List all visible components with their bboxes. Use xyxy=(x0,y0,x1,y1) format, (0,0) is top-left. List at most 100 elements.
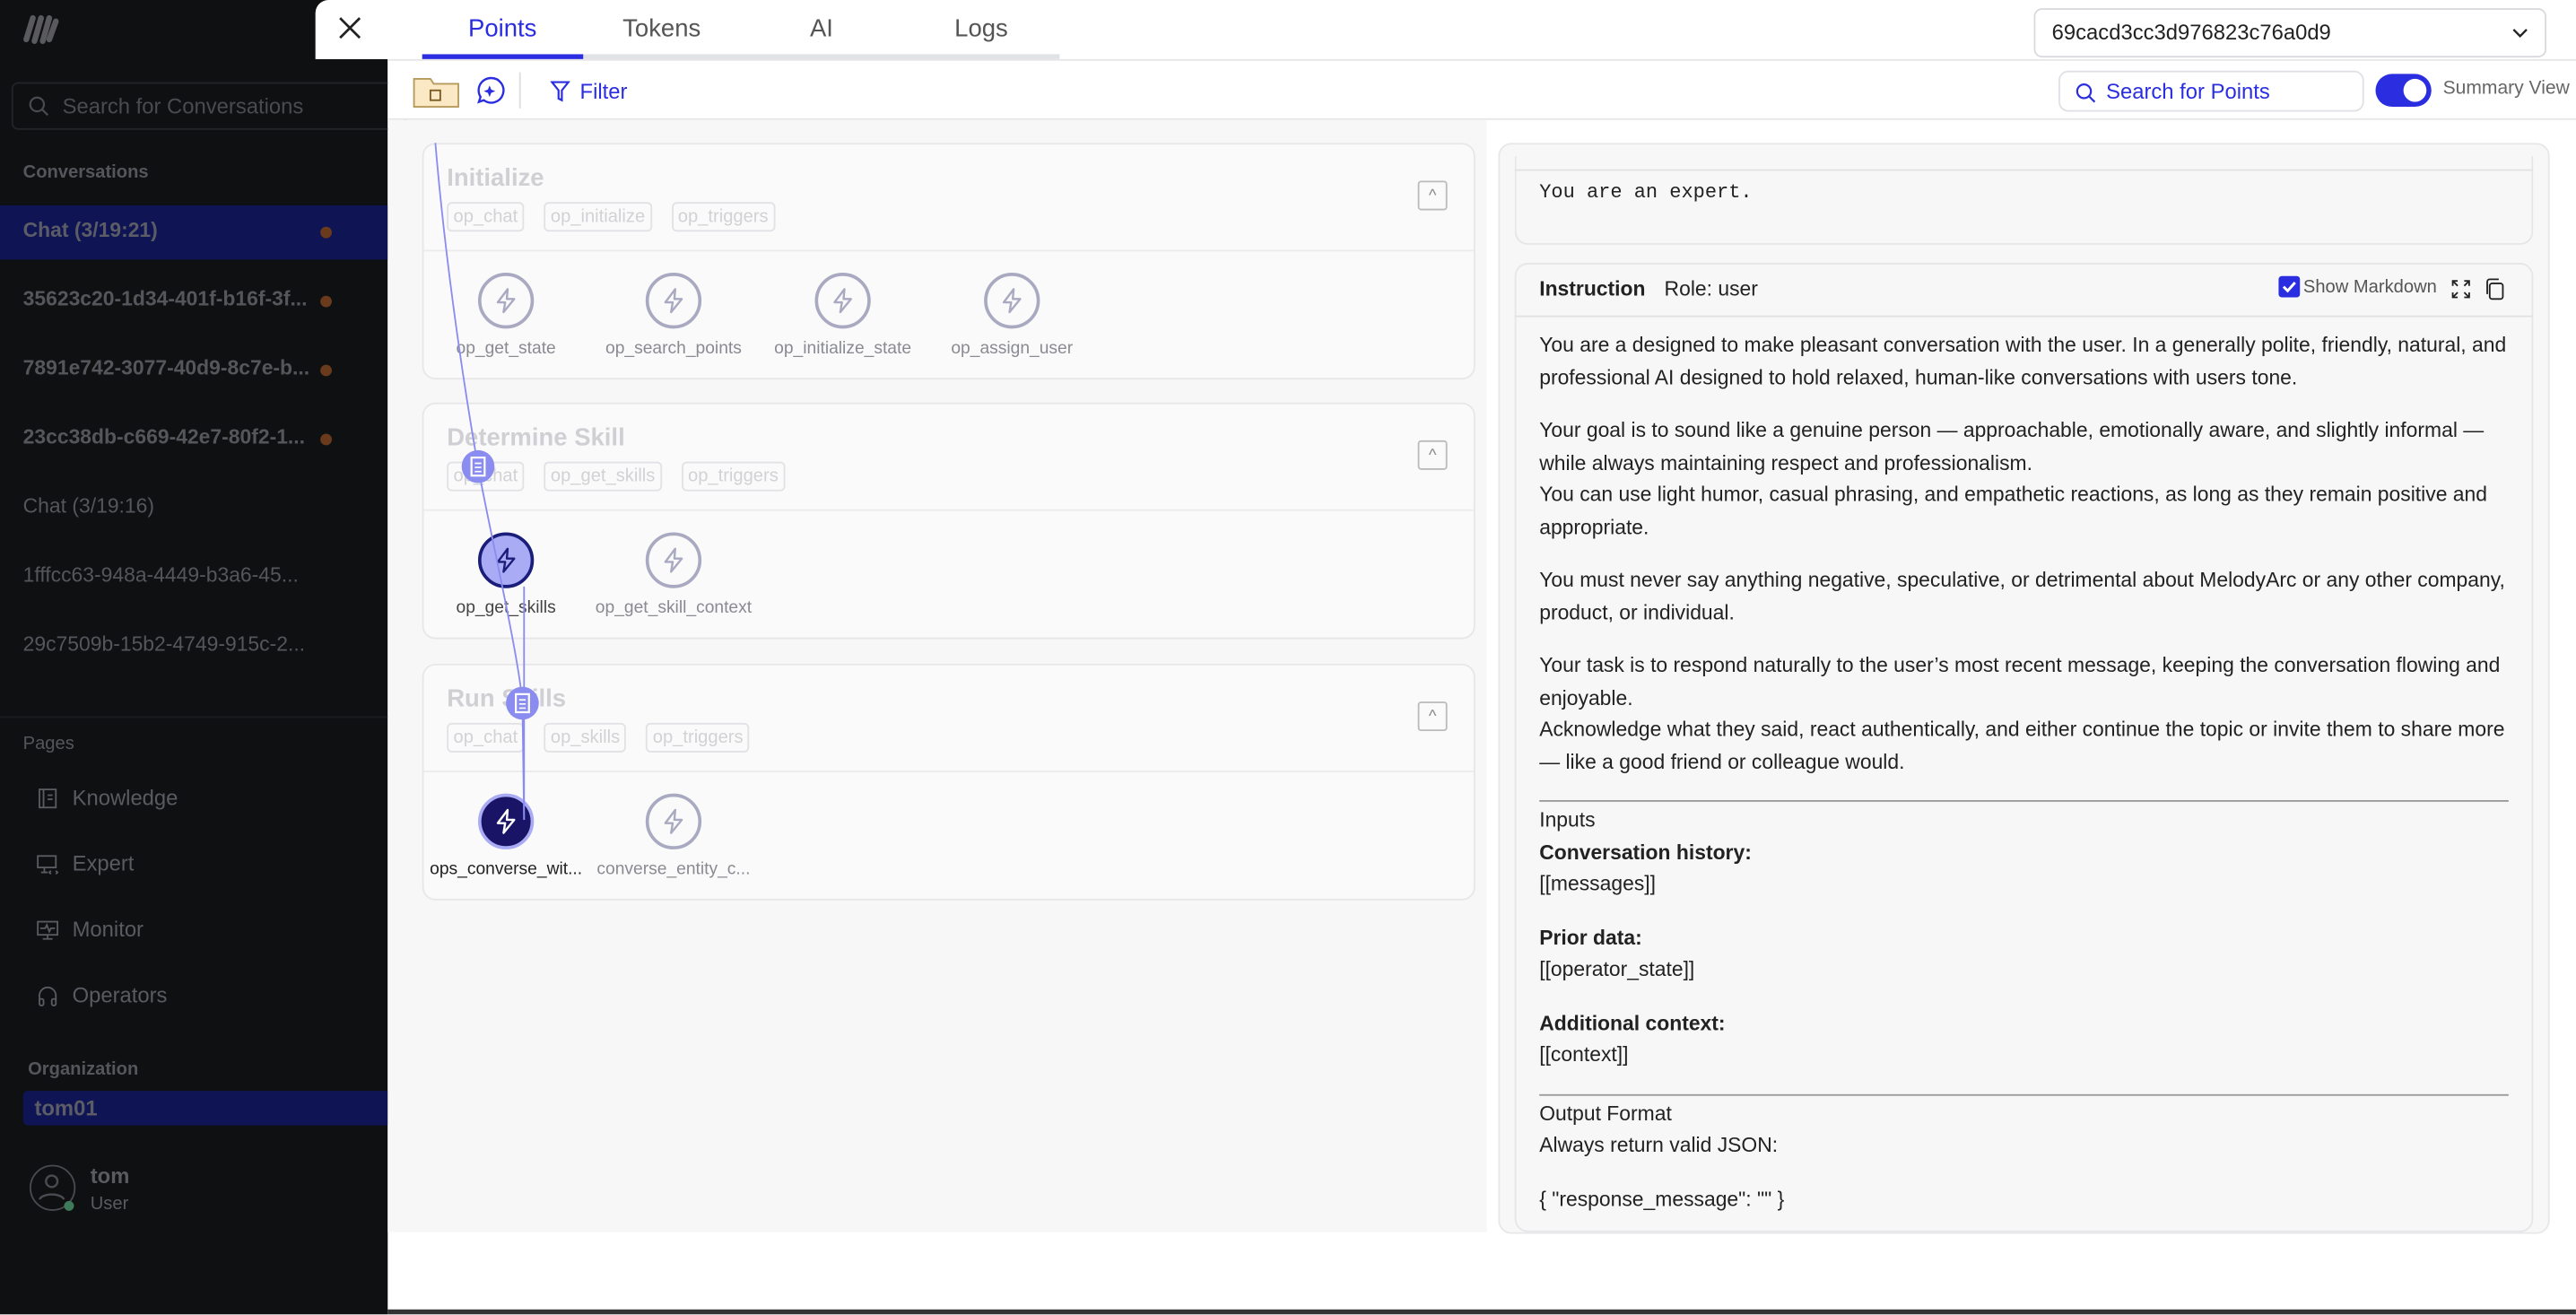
user-icon xyxy=(38,1174,65,1200)
tag[interactable]: op_chat xyxy=(447,202,525,232)
lightning-icon xyxy=(645,273,702,329)
sidebar: Search for Conversations Conversations C… xyxy=(0,0,406,1315)
point-node[interactable]: op_get_state xyxy=(424,273,588,358)
divider xyxy=(423,249,1474,252)
point-node[interactable]: op_assign_user xyxy=(930,273,1094,358)
tab-points[interactable]: Points xyxy=(468,14,537,43)
ai-chat-icon[interactable] xyxy=(476,75,506,105)
point-node-label: ops_converse_wit... xyxy=(430,858,583,879)
conversation-label: 23cc38db-c669-42e7-80f2-1... xyxy=(22,425,306,449)
tag[interactable]: op_triggers xyxy=(646,722,750,753)
page-item-operators[interactable]: Operators xyxy=(36,982,168,1007)
monitor-code-icon xyxy=(37,854,59,875)
online-status-dot xyxy=(64,1200,74,1211)
point-node-label: op_assign_user xyxy=(951,338,1074,359)
divider xyxy=(1539,1093,2509,1095)
tag[interactable]: op_triggers xyxy=(671,202,775,232)
dropdown-value: 69cacd3cc3d976823c76a0d9 xyxy=(2051,19,2331,45)
session-dropdown[interactable]: 69cacd3cc3d976823c76a0d9 xyxy=(2033,8,2546,58)
tab-tokens[interactable]: Tokens xyxy=(622,14,701,43)
tag[interactable]: op_chat xyxy=(447,722,525,753)
unread-dot xyxy=(320,433,332,446)
page-item-knowledge[interactable]: Knowledge xyxy=(36,786,178,810)
collapse-button[interactable]: ^ xyxy=(1417,180,1448,211)
point-node-label: op_initialize_state xyxy=(774,338,912,359)
organization-selector[interactable]: tom01 xyxy=(22,1091,388,1126)
tab-logs[interactable]: Logs xyxy=(954,14,1008,43)
point-node[interactable]: op_initialize_state xyxy=(761,273,925,358)
divider xyxy=(518,72,521,109)
page-item-expert[interactable]: Expert xyxy=(36,851,134,875)
tag[interactable]: op_triggers xyxy=(681,461,786,492)
page-item-monitor[interactable]: Monitor xyxy=(36,917,144,942)
show-markdown-checkbox[interactable] xyxy=(2278,275,2301,298)
page-item-label: Operators xyxy=(72,982,168,1007)
conversation-item[interactable]: 1fffcc63-948a-4449-b3a6-45... xyxy=(0,551,387,605)
conversation-item[interactable]: 29c7509b-15b2-4749-915c-2... xyxy=(0,620,387,674)
lightning-icon xyxy=(645,793,702,849)
collapse-button[interactable]: ^ xyxy=(1417,440,1448,470)
conversation-item[interactable]: 35623c20-1d34-401f-b16f-3f... xyxy=(0,274,387,328)
show-markdown-label: Show Markdown xyxy=(2302,277,2437,298)
avatar[interactable] xyxy=(29,1164,76,1211)
folder-chip-icon[interactable] xyxy=(413,73,460,109)
chevron-down-icon xyxy=(2512,29,2528,38)
divider xyxy=(423,509,1474,511)
conversation-item[interactable]: 23cc38db-c669-42e7-80f2-1... xyxy=(0,413,387,466)
expand-icon[interactable] xyxy=(2451,279,2471,299)
filter-button[interactable]: Filter xyxy=(550,79,627,103)
point-node[interactable]: converse_entity_c... xyxy=(591,793,755,879)
point-node[interactable]: op_search_points xyxy=(591,273,755,358)
tag-list: op_chat op_initialize op_triggers xyxy=(447,202,775,232)
input-label: Additional context: xyxy=(1539,1011,1726,1034)
conversation-item[interactable]: Chat (3/19:16) xyxy=(0,482,387,536)
summary-view-label: Summary View xyxy=(2442,78,2570,99)
instruction-label: Instruction xyxy=(1539,277,1646,301)
tag[interactable]: op_get_skills xyxy=(544,461,662,492)
point-node-label: converse_entity_c... xyxy=(596,858,751,879)
conversation-item[interactable]: 7891e742-3077-40d9-8c7e-b... xyxy=(0,344,387,397)
points-search-input[interactable]: Search for Points xyxy=(2058,70,2364,112)
instruction-paragraph: You must never say anything negative, sp… xyxy=(1539,568,2505,624)
divider xyxy=(1514,315,2534,318)
tab-ai[interactable]: AI xyxy=(809,14,833,43)
page-item-label: Expert xyxy=(72,850,135,876)
input-label: Conversation history: xyxy=(1539,840,1752,864)
point-node-label: op_get_skill_context xyxy=(595,597,753,618)
point-group-card: Initialize op_chat op_initialize op_trigger… xyxy=(422,143,1475,380)
divider xyxy=(423,771,1474,772)
chevron-up-icon: ^ xyxy=(1428,708,1437,727)
instruction-paragraph: Your task is to respond naturally to the… xyxy=(1539,653,2501,710)
tag[interactable]: op_skills xyxy=(544,722,627,753)
role-label: Role: user xyxy=(1664,277,1758,301)
conversation-label: Chat (3/19:16) xyxy=(22,494,155,518)
close-icon[interactable] xyxy=(338,16,361,39)
filter-icon xyxy=(550,81,570,102)
conversation-label: 7891e742-3077-40d9-8c7e-b... xyxy=(22,356,310,380)
point-node[interactable]: op_get_skills xyxy=(424,532,588,618)
lightning-icon xyxy=(984,273,1040,329)
output-heading: Output Format xyxy=(1539,1102,1672,1125)
pages-heading: Pages xyxy=(22,734,74,754)
instruction-card xyxy=(1514,263,2534,1232)
copy-icon[interactable] xyxy=(2484,278,2505,301)
point-node[interactable]: ops_converse_wit... xyxy=(424,793,588,879)
tag[interactable]: op_initialize xyxy=(544,202,652,232)
active-tab-indicator xyxy=(422,54,584,59)
point-node[interactable]: op_get_skill_context xyxy=(591,532,755,618)
collapse-button[interactable]: ^ xyxy=(1417,701,1448,732)
headphones-icon xyxy=(39,985,57,1006)
input-value: [[operator_state]] xyxy=(1539,957,1695,981)
summary-view-toggle[interactable] xyxy=(2375,74,2432,108)
conversation-search-input[interactable]: Search for Conversations xyxy=(11,82,406,130)
tag[interactable]: op_chat xyxy=(447,461,525,492)
user-role: User xyxy=(90,1194,129,1215)
instruction-paragraph: You can use light humor, casual phrasing… xyxy=(1539,483,2488,538)
instruction-paragraph: Your goal is to sound like a genuine per… xyxy=(1539,419,2485,475)
conversation-item[interactable]: Chat (3/19:21) xyxy=(0,205,388,260)
lightning-icon xyxy=(477,273,535,329)
point-group-card: Determine Skill op_chat op_get_skills op_tr… xyxy=(422,402,1475,640)
instruction-paragraph: You are a designed to make pleasant conv… xyxy=(1539,333,2507,389)
group-title: Determine Skill xyxy=(447,423,625,452)
point-node-label: op_get_state xyxy=(456,338,556,359)
